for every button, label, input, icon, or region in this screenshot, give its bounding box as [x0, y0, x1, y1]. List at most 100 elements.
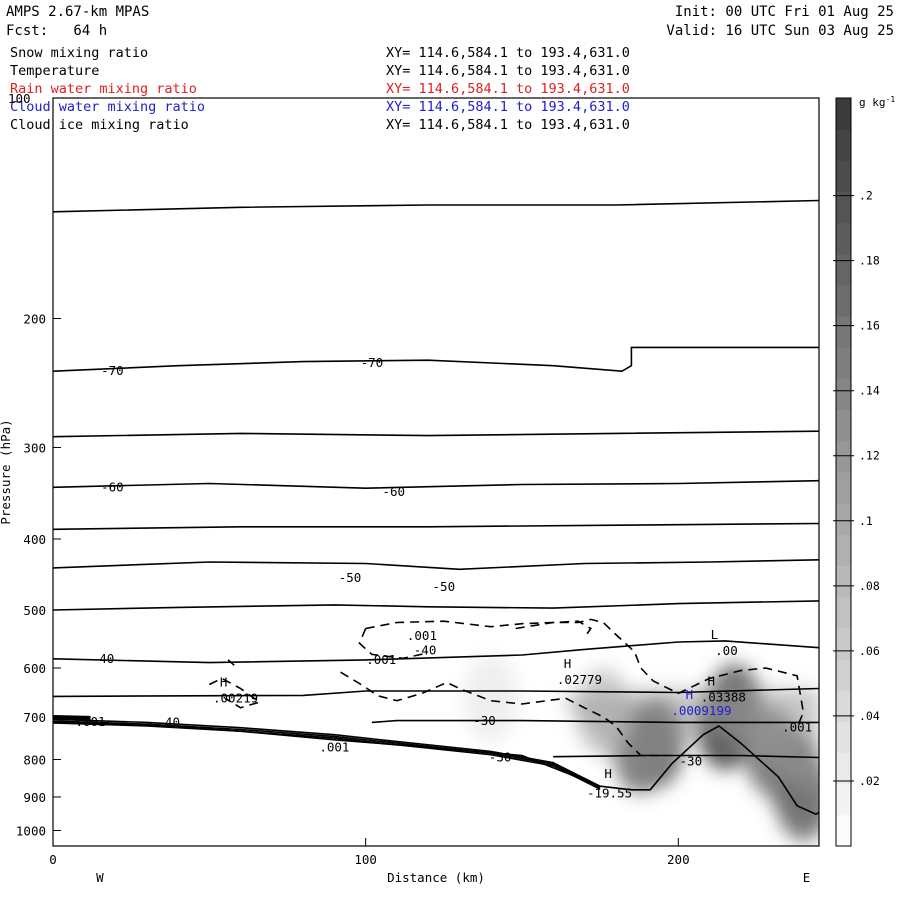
snow-contour-label: .001 — [407, 628, 437, 643]
colorbar-bin — [836, 627, 851, 660]
field-xy-temperature: XY= 114.6,584.1 to 193.4,631.0 — [386, 63, 630, 79]
field-name-snow: Snow mixing ratio — [10, 45, 149, 61]
y-tick-label: 100 — [8, 91, 31, 106]
y-tick-label: 200 — [23, 311, 46, 326]
colorbar-bin — [836, 347, 851, 379]
field-name-rain: Rain water mixing ratio — [10, 81, 197, 97]
colorbar-bin — [836, 503, 851, 535]
field-xy-cloud-water: XY= 114.6,584.1 to 193.4,631.0 — [386, 99, 630, 115]
y-tick-label: 700 — [23, 710, 46, 725]
y-axis-label: Pressure (hPa) — [0, 419, 13, 524]
colorbar-bin — [836, 129, 851, 161]
colorbar-frame — [835, 97, 852, 847]
temperature-contour — [371, 719, 819, 724]
colorbar-bin — [836, 565, 851, 598]
temperature-contour-label: -30 — [473, 713, 496, 728]
colorbar-tick-label: .12 — [859, 449, 880, 463]
colorbar-bin — [836, 222, 851, 255]
colorbar-unit: g kg-1 — [859, 95, 895, 110]
colorbar-bin — [836, 814, 851, 847]
temperature-contour-label: -60 — [101, 479, 124, 494]
colorbar-bin — [836, 783, 851, 816]
plot-frame — [52, 97, 820, 847]
temperature-contour — [53, 640, 819, 664]
y-tick-label: 500 — [23, 603, 46, 618]
temperature-contour — [53, 522, 819, 531]
snow-contour-label: .001 — [319, 739, 349, 754]
colorbar-bin — [836, 440, 851, 473]
surface-contour-cluster — [53, 715, 91, 721]
colorbar-tick-label: .06 — [859, 644, 880, 658]
extremum-mark: H — [708, 673, 716, 688]
field-name-temperature: Temperature — [10, 63, 100, 79]
y-tick-label: 600 — [23, 661, 46, 676]
extremum-value: .00219 — [213, 690, 258, 705]
colorbar-bin — [836, 721, 851, 753]
surface-contour — [53, 718, 601, 787]
valid-time: Valid: 16 UTC Sun 03 Aug 25 — [666, 23, 894, 39]
colorbar-tick-label: .02 — [859, 774, 880, 788]
snow-contour — [515, 620, 592, 638]
west-label: W — [96, 870, 104, 885]
extremum-mark: H — [686, 687, 694, 702]
colorbar-bin — [836, 690, 851, 722]
model-title: AMPS 2.67-km MPAS — [6, 4, 150, 20]
x-axis-label: Distance (km) — [387, 870, 485, 885]
y-tick-label: 400 — [23, 532, 46, 547]
temperature-contour-label: -50 — [433, 579, 456, 594]
temperature-contour-label: -50 — [339, 570, 362, 585]
colorbar-unit-exponent: -1 — [886, 95, 896, 104]
snow-shading-region — [559, 688, 819, 797]
extremum-value: .0009199 — [671, 703, 731, 718]
temperature-contour — [53, 559, 819, 571]
surface-contour — [53, 720, 601, 789]
forecast-hour: Fcst: 64 h — [6, 23, 108, 39]
colorbar-bin — [836, 285, 851, 317]
colorbar-bin — [836, 534, 851, 566]
temperature-contour-label: -40 — [92, 651, 115, 666]
colorbar-tick-label: .08 — [859, 579, 880, 593]
x-tick-label: 100 — [354, 852, 377, 867]
field-name-cloud-ice: Cloud ice mixing ratio — [10, 117, 189, 133]
y-tick-label: 800 — [23, 752, 46, 767]
temperature-contour-label: -30 — [489, 750, 512, 765]
snow-contour — [208, 677, 262, 709]
temperature-contour — [53, 721, 819, 816]
temperature-contour-label: -70 — [361, 355, 384, 370]
snow-contour — [227, 659, 235, 666]
extremum-value: .02779 — [557, 672, 602, 687]
colorbar-tick-label: .2 — [859, 189, 873, 203]
temperature-contour — [53, 687, 819, 698]
temperature-contour-label: -40 — [157, 714, 180, 729]
temperature-contour — [53, 346, 819, 373]
temperature-contour-label: -60 — [383, 484, 406, 499]
temperature-contour — [53, 430, 819, 438]
field-xy-rain: XY= 114.6,584.1 to 193.4,631.0 — [386, 81, 630, 97]
temperature-contour — [53, 479, 819, 490]
field-xy-snow: XY= 114.6,584.1 to 193.4,631.0 — [386, 45, 630, 61]
colorbar-bin — [836, 659, 851, 691]
snow-contour — [365, 618, 805, 728]
temperature-contour-label: -40 — [414, 643, 437, 658]
colorbar-bin — [836, 596, 851, 629]
temperature-contour — [53, 199, 819, 213]
init-time: Init: 00 UTC Fri 01 Aug 25 — [674, 4, 894, 20]
y-tick-label: 900 — [23, 790, 46, 805]
temperature-contour — [553, 754, 819, 759]
colorbar-tick-label: .1 — [859, 514, 873, 528]
field-xy-cloud-ice: XY= 114.6,584.1 to 193.4,631.0 — [386, 117, 630, 133]
snow-shading-blob — [462, 654, 519, 743]
snow-contour-label: .001 — [75, 714, 105, 729]
extremum-mark: H — [220, 674, 228, 689]
temperature-contour — [53, 600, 819, 611]
x-tick-label: 200 — [667, 852, 690, 867]
east-label: E — [803, 870, 811, 885]
snow-contour — [340, 671, 666, 757]
y-tick-label: 300 — [23, 440, 46, 455]
temperature-contour-label: -19.55 — [587, 785, 632, 800]
extremum-mark: H — [604, 766, 612, 781]
extremum-mark: H — [564, 656, 572, 671]
y-tick-label: 1000 — [16, 823, 46, 838]
colorbar-bin — [836, 253, 851, 286]
